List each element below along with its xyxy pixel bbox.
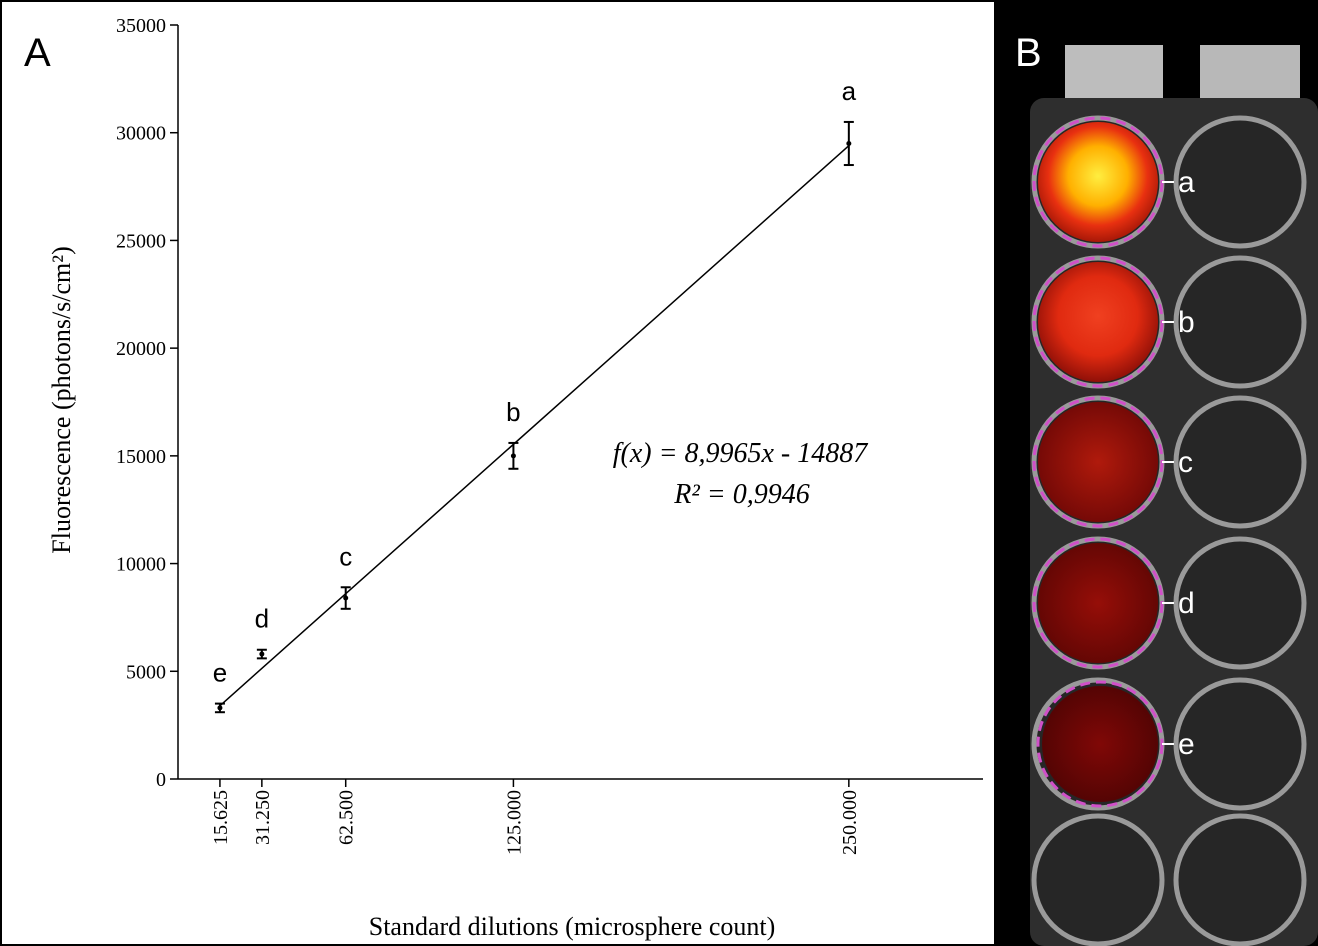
point-label: c	[339, 541, 352, 571]
y-tick-label: 20000	[116, 338, 166, 360]
data-point	[846, 141, 851, 146]
well-label: b	[1178, 306, 1195, 339]
y-tick-label: 10000	[116, 554, 166, 576]
x-axis-title: Standard dilutions (microsphere count)	[369, 912, 776, 941]
x-tick-label: 62.500	[336, 790, 358, 845]
x-tick-label: 15.625	[210, 790, 232, 845]
y-tick-label: 5000	[126, 661, 166, 683]
data-point	[217, 705, 222, 710]
well-label: e	[1178, 728, 1195, 761]
figure: A B abcde 0500010000150002000025	[0, 0, 1318, 946]
annotation: f(x) = 8,9965x - 14887	[613, 438, 869, 469]
panel-label: B	[1015, 31, 1042, 75]
x-tick-label: 125.000	[503, 790, 525, 855]
point-label: d	[255, 604, 269, 634]
annotation: R² = 0,9946	[673, 479, 809, 510]
y-tick-label: 25000	[116, 230, 166, 252]
y-axis-title: Fluorescence (photons/s/cm²)	[47, 246, 76, 553]
well-label: c	[1178, 446, 1193, 479]
data-point	[343, 596, 348, 601]
well-label: a	[1178, 166, 1195, 199]
y-tick-label: 30000	[116, 123, 166, 145]
image-panel: B a b c d e	[996, 0, 1318, 946]
x-tick-label: 250.000	[839, 790, 861, 855]
y-tick-label: 0	[156, 769, 166, 791]
y-tick-label: 15000	[116, 446, 166, 468]
well-label: d	[1178, 587, 1195, 620]
data-point	[511, 453, 516, 458]
data-point	[259, 652, 264, 657]
y-tick-label: 35000	[116, 15, 166, 37]
point-label: b	[506, 397, 520, 427]
point-label: a	[842, 76, 857, 106]
x-tick-label: 31.250	[252, 790, 274, 845]
point-label: e	[213, 658, 227, 688]
panel-label: A	[24, 31, 51, 75]
